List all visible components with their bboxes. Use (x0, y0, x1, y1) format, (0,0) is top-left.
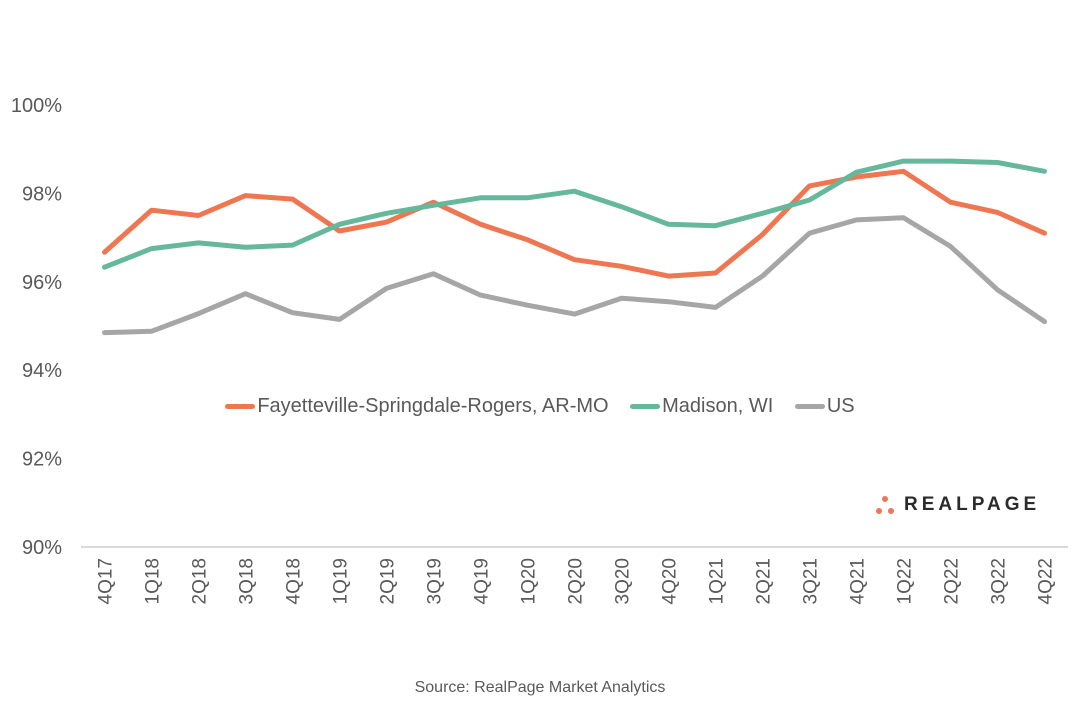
x-tick-label: 4Q21 (848, 558, 869, 604)
y-tick-label: 98% (22, 183, 62, 205)
x-tick-label: 1Q18 (143, 558, 164, 604)
x-axis-ticks: 4Q17 1Q18 2Q18 3Q18 4Q18 1Q19 2Q19 3Q19 4Q19 1Q20… (96, 558, 1057, 604)
x-tick-label: 1Q21 (707, 558, 728, 604)
x-tick-label: 2Q18 (190, 558, 211, 604)
legend-label-us: US (826, 395, 855, 417)
legend-swatch-madison (630, 404, 661, 409)
x-tick-label: 4Q17 (96, 558, 117, 604)
y-tick-label: 100% (11, 95, 62, 117)
x-tick-label: 1Q19 (331, 558, 352, 604)
legend-label-fayetteville: Fayetteville-Springdale-Rogers, AR-MO (257, 395, 609, 417)
x-tick-label: 3Q22 (989, 558, 1010, 604)
x-tick-label: 3Q19 (425, 558, 446, 604)
dots-icon (874, 494, 896, 516)
legend-label-madison: Madison, WI (662, 395, 774, 417)
x-tick-label: 4Q22 (1036, 558, 1057, 604)
x-tick-label: 1Q20 (519, 558, 540, 604)
series-line-fayetteville (102, 168, 1047, 279)
y-tick-label: 94% (22, 360, 62, 382)
x-tick-label: 3Q20 (613, 558, 634, 604)
legend-swatch-us (794, 404, 825, 409)
y-tick-label: 92% (22, 449, 62, 471)
series-line-madison (102, 158, 1047, 270)
x-tick-label: 4Q20 (660, 558, 681, 604)
x-tick-label: 4Q19 (472, 558, 493, 604)
legend-item-fayetteville: Fayetteville-Springdale-Rogers, AR-MO (225, 395, 609, 418)
legend-item-madison: Madison, WI (630, 395, 773, 418)
source-note: Source: RealPage Market Analytics (414, 679, 666, 696)
y-tick-label: 90% (22, 537, 62, 559)
x-tick-label: 2Q22 (942, 558, 963, 604)
series-lines (102, 158, 1047, 336)
x-tick-label: 1Q22 (895, 558, 916, 604)
y-tick-label: 96% (22, 272, 62, 294)
legend-swatch-fayetteville (225, 404, 256, 409)
x-tick-label: 2Q20 (566, 558, 587, 604)
x-tick-label: 2Q21 (754, 558, 775, 604)
x-tick-label: 3Q18 (237, 558, 258, 604)
series-line-us (102, 215, 1047, 336)
x-tick-label: 4Q18 (284, 558, 305, 604)
x-tick-label: 3Q21 (801, 558, 822, 604)
y-axis-ticks: 90% 92% 94% 96% 98% 100% (11, 95, 62, 559)
legend-item-us: US (794, 395, 855, 418)
realpage-logo: REALPAGE (874, 494, 1040, 516)
x-tick-label: 2Q19 (378, 558, 399, 604)
legend: Fayetteville-Springdale-Rogers, AR-MO Ma… (0, 392, 1080, 418)
logo-text: REALPAGE (904, 494, 1041, 515)
